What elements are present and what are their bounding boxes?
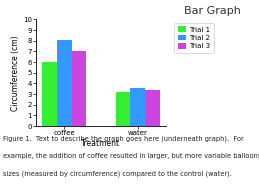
X-axis label: Treatment: Treatment [81,139,121,148]
Bar [131,88,145,126]
Bar [71,51,86,126]
Text: Figure 1.  Text to describe the graph goes here (underneath graph).  For: Figure 1. Text to describe the graph goe… [3,136,243,142]
Text: Bar Graph: Bar Graph [184,6,241,16]
Bar [145,90,160,126]
Legend: Trial 1, Trial 2, Trial 3: Trial 1, Trial 2, Trial 3 [174,23,214,53]
Bar [42,62,57,126]
Bar [57,40,71,126]
Text: example, the addition of coffee resulted in larger, but more variable balloons: example, the addition of coffee resulted… [3,153,259,159]
Y-axis label: Circumference (cm): Circumference (cm) [11,35,20,111]
Bar [116,92,131,126]
Text: sizes (measured by circumference) compared to the control (water).: sizes (measured by circumference) compar… [3,171,232,177]
